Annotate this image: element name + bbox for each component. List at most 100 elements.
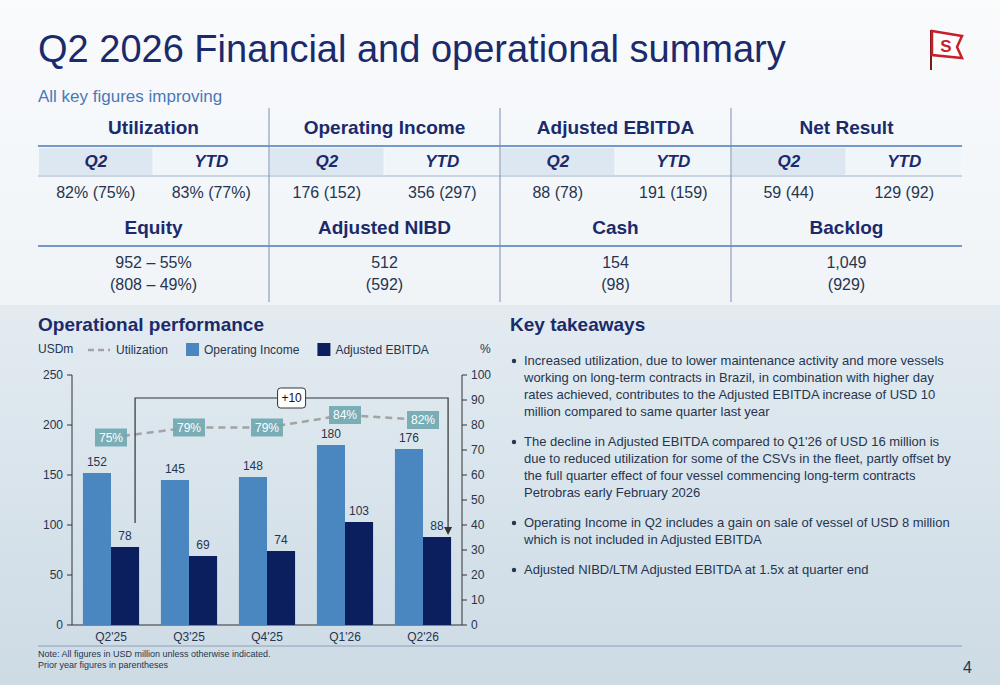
subhead: YTD xyxy=(887,152,921,171)
takeaway: Increased utilization, due to lower main… xyxy=(523,353,944,419)
kpi-value: 88 (78) xyxy=(532,184,583,201)
y-tick xyxy=(67,625,72,626)
takeaway-line: Operating Income in Q2 includes a gain o… xyxy=(524,515,950,530)
bar xyxy=(83,473,111,625)
legend: UtilizationOperating IncomeAdjusted EBIT… xyxy=(88,343,429,357)
y-tick-label: 150 xyxy=(43,468,63,482)
subhead-cell xyxy=(617,148,731,175)
kpi-name: Utilization xyxy=(108,117,199,138)
takeaway-line: the full quarter effect of four vessel c… xyxy=(524,468,916,483)
bar-label: 180 xyxy=(321,427,341,441)
subhead: Q2 xyxy=(84,152,107,171)
x-tick-label: Q3'25 xyxy=(173,630,205,644)
bar-label: 148 xyxy=(243,459,263,473)
page-number: 4 xyxy=(963,659,972,676)
y2-tick-label: 10 xyxy=(471,593,485,607)
y-tick xyxy=(67,375,72,376)
axes: 0501001502002500102030405060708090100Q2'… xyxy=(38,342,491,644)
logo-flag xyxy=(932,31,962,58)
y2-tick-label: 90 xyxy=(471,393,485,407)
bar xyxy=(267,551,295,625)
chart-title: Operational performance xyxy=(38,314,264,335)
bar-label: 74 xyxy=(274,533,288,547)
annotation-text: +10 xyxy=(281,391,302,405)
y-tick xyxy=(67,575,72,576)
y2-tick-label: 40 xyxy=(471,518,485,532)
annotation-arrow xyxy=(444,527,452,535)
balance-value: 952 – 55% xyxy=(115,254,192,271)
y-tick-label: 0 xyxy=(56,618,63,632)
legend-swatch xyxy=(186,343,199,356)
takeaway-line: Increased utilization, due to lower main… xyxy=(524,353,944,368)
note: Prior year figures in parentheses xyxy=(38,660,169,670)
legend-label: Adjusted EBITDA xyxy=(335,343,428,357)
subtitle: All key figures improving xyxy=(38,87,222,106)
y2-tick xyxy=(462,425,467,426)
background xyxy=(0,0,1000,685)
bar xyxy=(189,556,217,625)
y2-tick-label: 30 xyxy=(471,543,485,557)
table-separator xyxy=(500,108,501,302)
y-tick xyxy=(67,525,72,526)
bullet xyxy=(512,568,516,572)
x-tick-label: Q2'26 xyxy=(407,630,439,644)
legend-label: Utilization xyxy=(116,343,168,357)
y-tick xyxy=(67,475,72,476)
line-label-patch xyxy=(329,406,361,424)
bar xyxy=(161,480,189,625)
header-overlay xyxy=(0,0,1000,305)
footer-rule xyxy=(38,646,962,647)
takeaway: Operating Income in Q2 includes a gain o… xyxy=(523,515,950,547)
y-tick-label: 200 xyxy=(43,418,63,432)
subhead-cell xyxy=(732,148,846,175)
y2-tick-label: 0 xyxy=(471,618,478,632)
y-axis xyxy=(72,375,73,625)
table-separator xyxy=(731,108,732,302)
logo-text: S xyxy=(940,37,951,56)
line-label: 75% xyxy=(99,431,123,445)
kpi-value: 356 (297) xyxy=(408,184,477,201)
subhead-cell xyxy=(386,148,500,175)
y2-tick xyxy=(462,525,467,526)
y2-tick-label: 60 xyxy=(471,468,485,482)
marks xyxy=(83,415,451,625)
line-label: 79% xyxy=(177,421,201,435)
y2-tick xyxy=(462,450,467,451)
line-label-patch xyxy=(173,419,205,437)
note: Note: All figures in USD million unless … xyxy=(38,649,271,659)
balance-value: (808 – 49%) xyxy=(110,276,197,293)
takeaway-line: million compared to same quarter last ye… xyxy=(524,404,770,419)
legend-swatch xyxy=(88,349,110,352)
table-separator xyxy=(269,108,270,302)
y2-tick xyxy=(462,375,467,376)
bullet xyxy=(512,359,516,363)
bar-label: 145 xyxy=(165,462,185,476)
takeaway-line: rates achieved, contributes to the Adjus… xyxy=(524,387,935,402)
kpi-value: 129 (92) xyxy=(874,184,934,201)
balance-value: (592) xyxy=(366,276,403,293)
bullet xyxy=(512,440,516,444)
x-tick-label: Q1'26 xyxy=(329,630,361,644)
bar-label: 152 xyxy=(87,455,107,469)
takeaways-title: Key takeaways xyxy=(510,314,645,335)
line-label-patch xyxy=(251,419,283,437)
subhead-cell xyxy=(155,148,269,175)
y2-tick-label: 50 xyxy=(471,493,485,507)
annotation: +10 xyxy=(135,388,452,535)
kpi-value: 59 (44) xyxy=(763,184,814,201)
data-labels: 1521451481801767869741038875%79%79%84%82… xyxy=(87,406,444,552)
subhead-cell xyxy=(501,148,615,175)
y-tick-label: 250 xyxy=(43,368,63,382)
takeaway-line: The decline in Adjusted EBITDA compared … xyxy=(524,434,940,449)
kpi-value: 82% (75%) xyxy=(56,184,135,201)
takeaway-line: Petrobras early February 2026 xyxy=(524,485,700,500)
bar xyxy=(239,477,267,625)
line-label: 79% xyxy=(255,421,279,435)
y2-tick-label: 80 xyxy=(471,418,485,432)
takeaway: Adjusted NIBD/LTM Adjusted EBITDA at 1.5… xyxy=(524,562,868,577)
bar xyxy=(395,449,423,625)
x-tick-label: Q2'25 xyxy=(95,630,127,644)
y2-tick xyxy=(462,600,467,601)
balance-value: 154 xyxy=(602,254,629,271)
y2-tick xyxy=(462,625,467,626)
